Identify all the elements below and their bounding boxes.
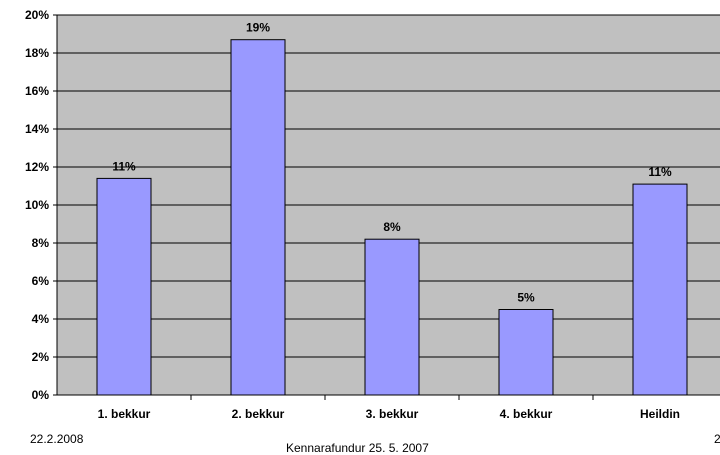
y-tick-label: 0% <box>32 388 50 402</box>
y-tick-label: 14% <box>25 122 49 136</box>
y-tick-label: 4% <box>32 312 50 326</box>
y-tick-label: 10% <box>25 198 49 212</box>
y-tick-label: 16% <box>25 84 49 98</box>
x-axis-labels: 1. bekkur 2. bekkur 3. bekkur 4. bekkur Heil… <box>98 395 680 421</box>
x-tick-label: 4. bekkur <box>500 407 553 421</box>
bar <box>230 39 286 396</box>
footer-date: 22.2.2008 <box>30 432 84 446</box>
x-tick-label: 1. bekkur <box>98 407 151 421</box>
bar <box>632 183 688 396</box>
data-labels: 11% 19% 8% 5% 11% <box>112 21 672 305</box>
bar <box>364 238 420 396</box>
footer-title: Kennarafundur 25. 5. 2007 <box>286 441 429 455</box>
data-label: 11% <box>648 165 672 179</box>
footer-page-number: 2 <box>714 432 720 446</box>
data-label: 5% <box>517 291 535 305</box>
y-tick-label: 8% <box>32 236 50 250</box>
x-tick-label: Heildin <box>640 407 680 421</box>
data-label: 8% <box>383 220 401 234</box>
bars <box>96 39 688 396</box>
y-tick-label: 12% <box>25 160 49 174</box>
axes <box>56 15 720 396</box>
bar-chart: 0%2%4%6%8%10%12%14%16%18%20% 11%19%8%5%1… <box>25 8 720 421</box>
y-tick-label: 2% <box>32 350 50 364</box>
x-tick-label: 3. bekkur <box>366 407 419 421</box>
x-tick-label: 2. bekkur <box>232 407 285 421</box>
y-tick-label: 20% <box>25 8 49 22</box>
y-tick-label: 6% <box>32 274 50 288</box>
bar <box>96 177 152 396</box>
y-axis-ticks: 0% 2% 4% 6% 8% 10% 12% 14% 16% 18% 20% <box>25 8 57 402</box>
data-label: 11% <box>112 159 136 173</box>
y-tick-label: 18% <box>25 46 49 60</box>
data-label: 19% <box>246 21 270 35</box>
bar <box>498 309 554 396</box>
